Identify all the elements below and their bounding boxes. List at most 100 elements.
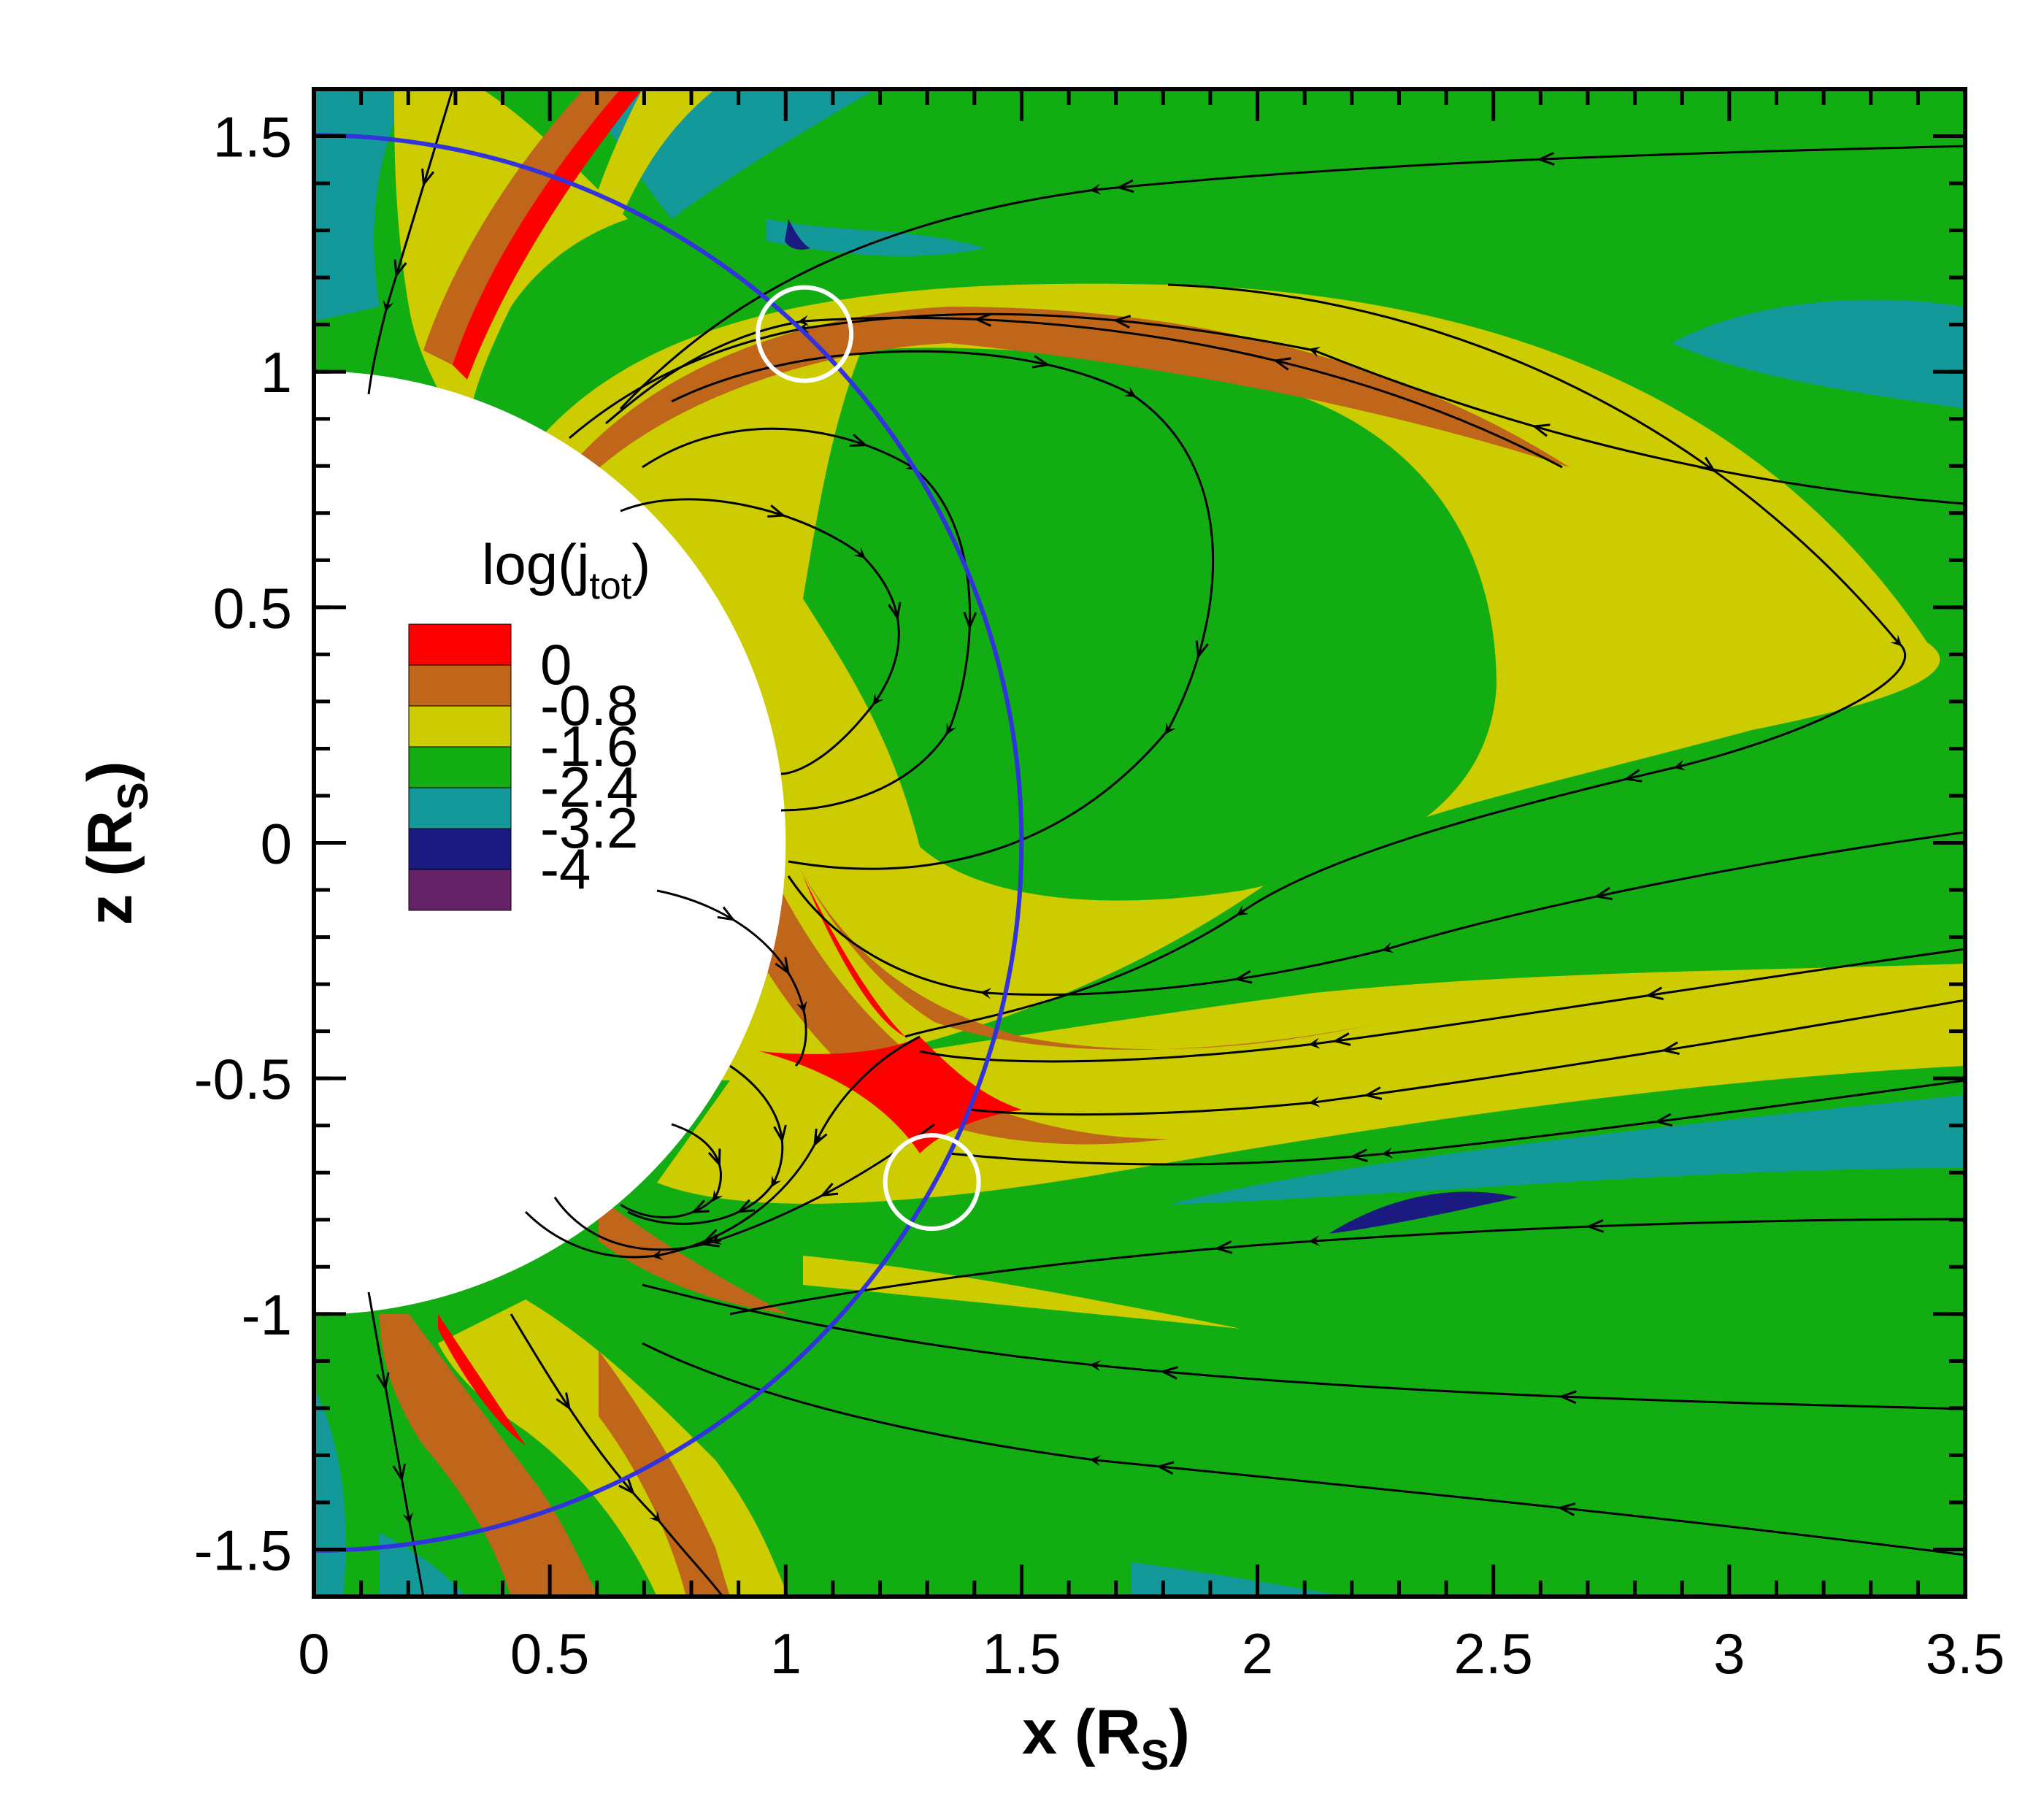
colorbar-swatch (408, 869, 512, 911)
field-line-arrow (1332, 1032, 1351, 1046)
field-line-arrow (1115, 179, 1134, 193)
field-line-arrow (702, 1229, 721, 1243)
field-line-arrow (775, 956, 791, 975)
field-line-arrow (1624, 769, 1642, 783)
field-line (620, 1123, 723, 1218)
colorbar-legend: log(jtot) 0-0.8-1.6-2.4-3.2-4 (408, 532, 650, 911)
field-line-arrow (963, 612, 977, 630)
field-line (569, 312, 1965, 505)
colorbar-swatch (408, 705, 512, 748)
field-line-arrow (888, 602, 902, 621)
colorbar-level-label: -3.2 (540, 796, 638, 860)
x-tick-label: 1.5 (982, 1621, 1061, 1686)
field-line (642, 1342, 1965, 1556)
colorbar-swatch (408, 828, 512, 870)
field-line-arrow (1698, 456, 1717, 472)
x-tick-label: 2.5 (1453, 1621, 1532, 1686)
colorbar-level-label: -1.6 (540, 714, 638, 778)
field-line-arrow (849, 434, 869, 448)
x-tick-label: 1 (770, 1621, 802, 1686)
marker-circles (756, 285, 981, 1232)
sun-disk (314, 371, 786, 1315)
colorbar-swatch (408, 746, 512, 788)
field-line-arrow (773, 1124, 787, 1144)
field-line (367, 1291, 425, 1597)
field-line (787, 831, 1965, 999)
field-line-arrow (767, 504, 786, 518)
field-line-arrow (1364, 1086, 1383, 1100)
y-axis-title: z (RS) (75, 761, 157, 926)
x-axis-title: x (RS) (1022, 1697, 1190, 1779)
teal-regions (314, 89, 1965, 1597)
field-line-arrow (813, 1129, 828, 1148)
field-line-arrow (707, 1148, 721, 1167)
field-line-arrow (392, 1463, 407, 1483)
field-line (970, 999, 1965, 1116)
field-line (642, 1283, 1965, 1410)
y-axis-ticks (314, 87, 1965, 1599)
colorbar-level-label: -0.8 (540, 673, 638, 737)
field-line (620, 498, 900, 775)
field-line-arrow (1557, 1502, 1576, 1516)
field-line-arrow (820, 1183, 839, 1197)
reference-circle (314, 133, 1024, 1553)
x-tick-label: 0.5 (510, 1621, 589, 1686)
field-line-arrow (1653, 1113, 1673, 1127)
field-line-arrow (1234, 969, 1253, 984)
field-line-arrow (973, 312, 992, 327)
field-line-arrow (1558, 1390, 1577, 1405)
field-line-arrow (701, 1234, 720, 1248)
field-line-arrow (1661, 1041, 1680, 1056)
marker-circle (883, 1133, 981, 1232)
field-line-arrow (1594, 886, 1613, 901)
x-tick-label: 0 (298, 1621, 329, 1686)
field-line-arrow (717, 906, 736, 921)
field-line-arrow (1195, 640, 1209, 659)
field-line-arrow (1031, 355, 1051, 369)
plot-area (314, 89, 1965, 1597)
colorbar-swatch (408, 623, 512, 666)
field-line-arrow (1536, 152, 1555, 166)
y-tick-label: 1.5 (213, 105, 292, 169)
y-tick-label: -0.5 (194, 1047, 292, 1111)
field-line-arrow (1156, 1461, 1175, 1475)
colorbar-swatch (408, 787, 512, 829)
field-line (524, 1035, 921, 1261)
field-line-arrow (691, 1199, 710, 1213)
colorbar-level-label: -4 (540, 837, 591, 901)
colorbar-swatch (408, 664, 512, 707)
field-line (656, 889, 807, 1067)
navy-regions (785, 219, 1518, 1234)
field-line-arrow (618, 1478, 635, 1495)
field-line-arrow (556, 1392, 572, 1411)
field-line-arrow (1272, 357, 1291, 371)
field-line-arrow (1532, 423, 1551, 437)
x-tick-label: 2 (1242, 1621, 1273, 1686)
y-tick-label: 0 (261, 812, 292, 876)
field-line (619, 145, 1965, 410)
field-line-arrow (1349, 1148, 1368, 1163)
field-line (919, 948, 1965, 1063)
y-tick-label: 0.5 (213, 576, 292, 640)
x-tick-label: 3 (1713, 1621, 1745, 1686)
colorbar-level-label: 0 (540, 632, 572, 696)
marker-circle (756, 285, 854, 383)
field-line-arrow (393, 259, 407, 278)
y-axis-tick-labels: 1.5 1 0.5 0 -0.5 -1 -1.5 (194, 105, 292, 1583)
field-line (671, 350, 1215, 870)
field-line-arrow (1159, 1366, 1178, 1380)
colorbar-level-label: -2.4 (540, 755, 638, 819)
field-line (729, 1218, 1965, 1316)
x-axis-ticks (312, 89, 1967, 1597)
colorbar-title: log(jtot) (482, 532, 650, 607)
field-line-arrow (376, 1372, 390, 1391)
field-line-arrow (1113, 315, 1132, 329)
y-tick-label: -1 (242, 1283, 292, 1347)
field-line-arrow (1214, 1240, 1233, 1254)
y-tick-label: -1.5 (194, 1518, 292, 1582)
field-line (627, 1064, 784, 1225)
field-line-arrow (421, 168, 435, 188)
field-line-arrow (1586, 1219, 1605, 1233)
field-line (948, 1079, 1965, 1166)
